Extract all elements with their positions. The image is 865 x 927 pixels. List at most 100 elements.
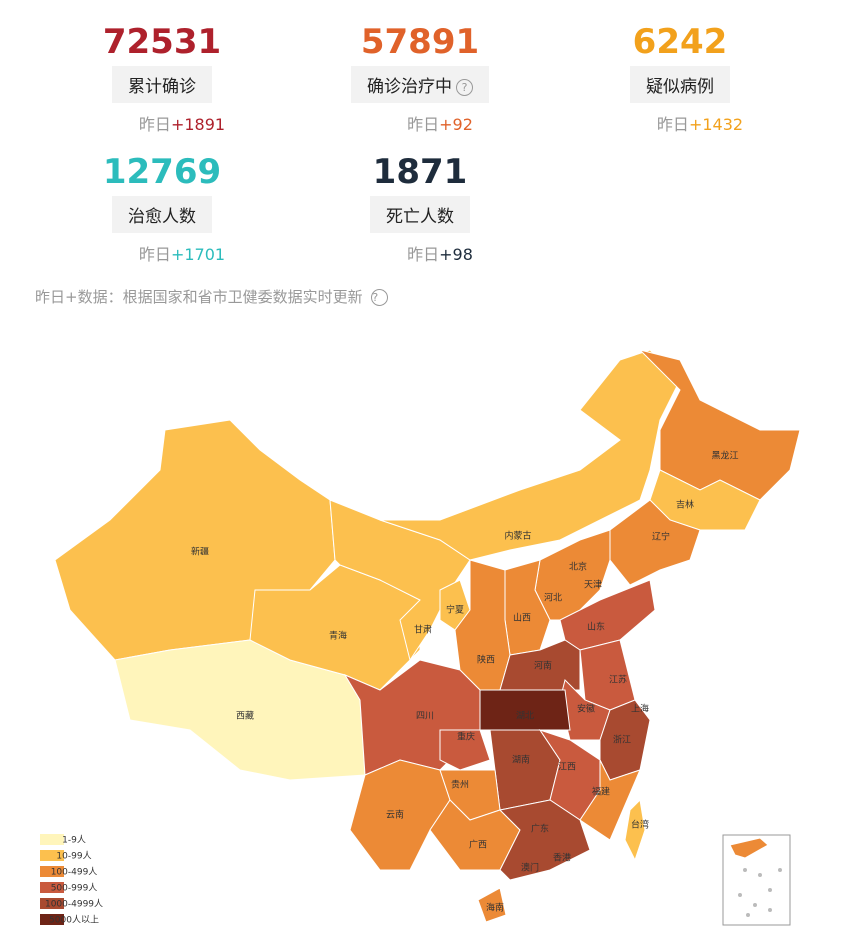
region-label: 山西	[513, 613, 531, 624]
region-labels: 新疆 西藏 青海 甘肃 内蒙古 宁夏 黑龙江 吉林 辽宁 北京 天津 河北 山西…	[191, 450, 739, 914]
stat-label-text: 确诊治疗中	[367, 77, 452, 97]
region-label: 台湾	[631, 819, 649, 831]
region-label: 河南	[534, 660, 552, 672]
legend: 1-9人 10-99人 100-499人 500-999人 1000-4999人 5000…	[40, 834, 103, 926]
stat-value: 12769	[102, 152, 222, 192]
region-label: 湖北	[516, 711, 534, 722]
stat-card: 1871 死亡人数昨日+98	[320, 152, 520, 265]
stat-value: 57891	[360, 22, 480, 62]
inset-islands	[738, 868, 782, 917]
yesterday-label: 昨日	[656, 115, 689, 134]
note: 昨日+数据：根据国家和省市卫健委数据实时更新 ?	[35, 286, 389, 307]
stat-label-text: 死亡人数	[386, 207, 454, 227]
region-label: 湖南	[512, 754, 530, 766]
province[interactable]	[579, 759, 641, 841]
region-label: 辽宁	[652, 531, 670, 543]
legend-swatch	[40, 914, 64, 925]
yesterday-label: 昨日	[138, 245, 171, 264]
region-label: 重庆	[457, 731, 475, 743]
stat-label-text: 累计确诊	[128, 77, 196, 97]
province[interactable]	[638, 349, 801, 501]
region-label: 陕西	[477, 654, 495, 666]
province[interactable]	[498, 799, 591, 881]
help-icon[interactable]: ?	[371, 289, 389, 306]
stat-card: 12769 治愈人数昨日+1701	[62, 152, 262, 265]
province[interactable]	[479, 689, 571, 731]
inset	[722, 834, 791, 926]
region-label: 黑龙江	[711, 450, 738, 462]
stat-card: 57891 确诊治疗中? 昨日+92	[320, 22, 520, 135]
region-label: 河北	[544, 592, 562, 604]
stat-label-text: 疑似病例	[646, 77, 714, 97]
region-label: 江苏	[609, 674, 627, 686]
region-label: 山东	[587, 621, 605, 633]
stat-label: 死亡人数	[370, 196, 470, 233]
region-label: 甘肃	[414, 624, 432, 636]
region-label: 贵州	[451, 779, 469, 791]
region-label: 江西	[558, 762, 576, 773]
stat-yesterday: 昨日+1701	[62, 241, 262, 265]
yesterday-delta: +98	[439, 245, 473, 264]
stat-value: 6242	[632, 22, 728, 62]
region-label: 天津	[584, 580, 602, 591]
stat-yesterday: 昨日+1432	[580, 111, 780, 135]
stat-label-text: 治愈人数	[128, 207, 196, 227]
province[interactable]	[477, 887, 507, 923]
stat-label: 治愈人数	[112, 196, 212, 233]
region-label: 福建	[592, 786, 610, 798]
legend-swatch	[40, 834, 64, 845]
legend-label: 1000-4999人	[45, 899, 103, 910]
note-text: 昨日+数据：根据国家和省市卫健委数据实时更新	[35, 288, 363, 306]
province[interactable]	[609, 499, 701, 586]
region-label: 四川	[416, 712, 434, 722]
yesterday-delta: +1891	[170, 115, 226, 134]
legend-swatch	[40, 898, 64, 909]
region-label: 广东	[531, 823, 549, 835]
region-label: 宁夏	[446, 604, 464, 616]
help-icon[interactable]: ?	[456, 78, 473, 96]
region-label: 吉林	[676, 499, 694, 511]
region-label: 北京	[569, 561, 587, 573]
provinces	[54, 349, 801, 923]
region-label: 云南	[386, 809, 404, 821]
region-label: 广西	[469, 839, 487, 851]
region-label: 浙江	[613, 734, 631, 746]
stat-card: 6242 疑似病例昨日+1432	[580, 22, 780, 135]
stat-label: 疑似病例	[630, 66, 730, 103]
region-label: 海南	[486, 902, 504, 914]
yesterday-label: 昨日	[407, 245, 440, 264]
yesterday-delta: +1432	[688, 115, 744, 134]
province[interactable]	[439, 729, 491, 771]
legend-swatch	[40, 882, 64, 893]
stat-value: 1871	[372, 152, 468, 192]
region-label: 内蒙古	[504, 530, 531, 542]
legend-label: 100-499人	[51, 867, 98, 878]
legend-label: 1-9人	[62, 835, 86, 846]
province[interactable]	[454, 559, 511, 691]
region-label: 西藏	[236, 710, 254, 722]
region-label: 新疆	[191, 546, 209, 558]
region-label: 香港	[553, 852, 571, 864]
province[interactable]	[249, 564, 421, 691]
yesterday-delta: +92	[439, 115, 473, 134]
region-label: 澳门	[521, 862, 539, 874]
province[interactable]	[379, 349, 681, 561]
inset-land	[729, 837, 769, 859]
yesterday-label: 昨日	[407, 115, 440, 134]
province[interactable]	[624, 798, 646, 862]
region-label: 安徽	[577, 703, 595, 715]
legend-swatch	[40, 850, 64, 861]
stat-yesterday: 昨日+1891	[62, 111, 262, 135]
legend-label: 10-99人	[56, 851, 91, 862]
yesterday-delta: +1701	[170, 245, 226, 264]
stat-label: 累计确诊	[112, 66, 212, 103]
stat-yesterday: 昨日+98	[320, 241, 520, 265]
region-label: 青海	[329, 630, 347, 642]
legend-swatch	[40, 866, 64, 877]
region-label: 上海	[631, 703, 649, 715]
stat-yesterday: 昨日+92	[320, 111, 520, 135]
stat-label: 确诊治疗中?	[351, 66, 489, 103]
stat-value: 72531	[102, 22, 222, 62]
